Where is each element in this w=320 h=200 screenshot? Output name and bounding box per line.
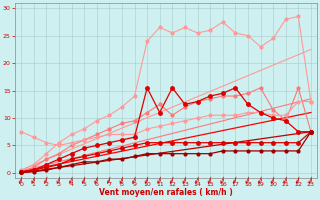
X-axis label: Vent moyen/en rafales ( km/h ): Vent moyen/en rafales ( km/h ) xyxy=(99,188,233,197)
